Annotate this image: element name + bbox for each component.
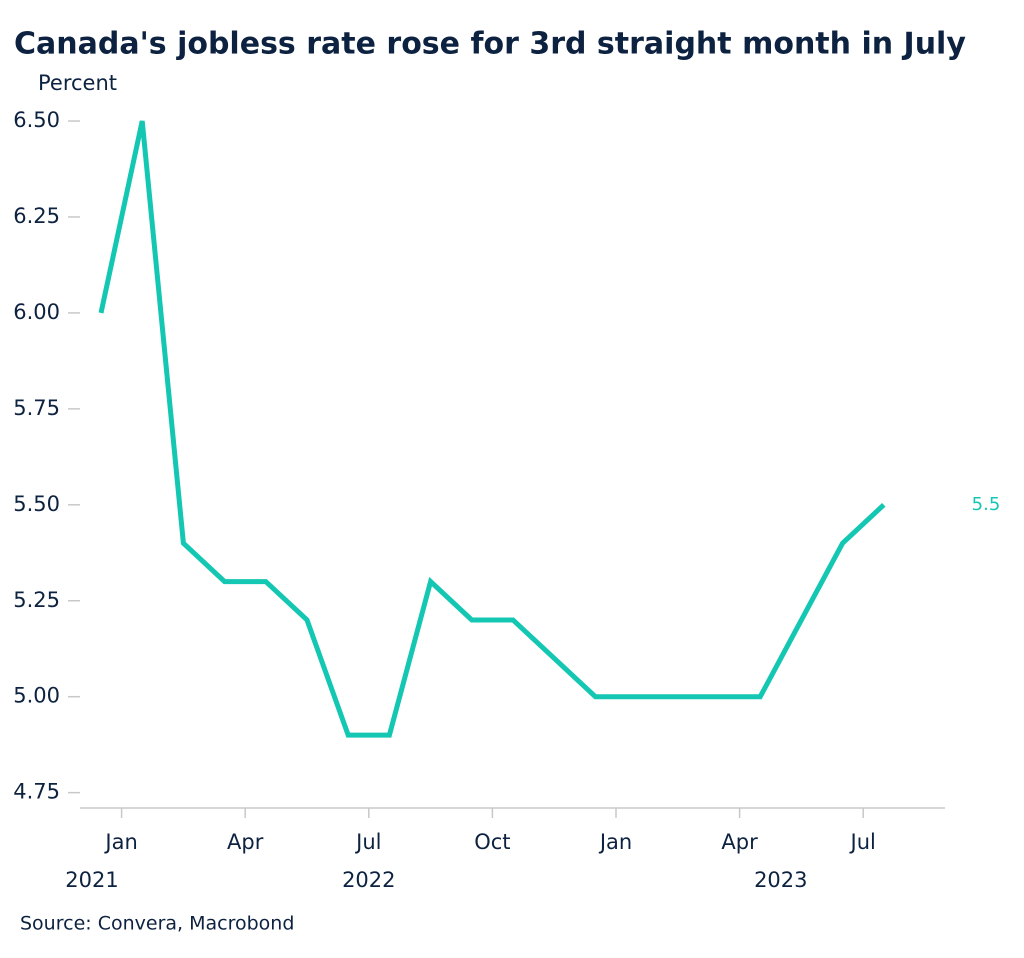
y-tick-label: 4.75 [13,780,60,804]
y-tick-label: 6.00 [13,300,60,324]
x-tick-label: Jul [354,830,381,854]
x-tick-label: Apr [721,830,758,854]
y-axis-label: Percent [38,71,117,95]
year-label: 2021 [65,868,118,892]
year-label: 2022 [342,868,395,892]
y-tick-label: 5.75 [13,396,60,420]
value-label: 5.5 [972,494,1001,515]
x-tick-label: Jul [849,830,876,854]
y-tick-label: 6.50 [13,108,60,132]
source: Source: Convera, Macrobond [20,913,294,935]
line-series [98,120,886,738]
y-tick-label: 5.25 [13,588,60,612]
y-tick-label: 5.00 [13,684,60,708]
x-tick-label: Oct [474,830,510,854]
x-tick-label: Jan [103,830,137,854]
x-tick-label: Apr [227,830,264,854]
y-tick-label: 6.25 [13,204,60,228]
y-tick-label: 5.50 [13,492,60,516]
year-label: 2023 [754,868,807,892]
chart-title: Canada's jobless rate rose for 3rd strai… [14,27,966,62]
x-tick-label: Jan [598,830,632,854]
